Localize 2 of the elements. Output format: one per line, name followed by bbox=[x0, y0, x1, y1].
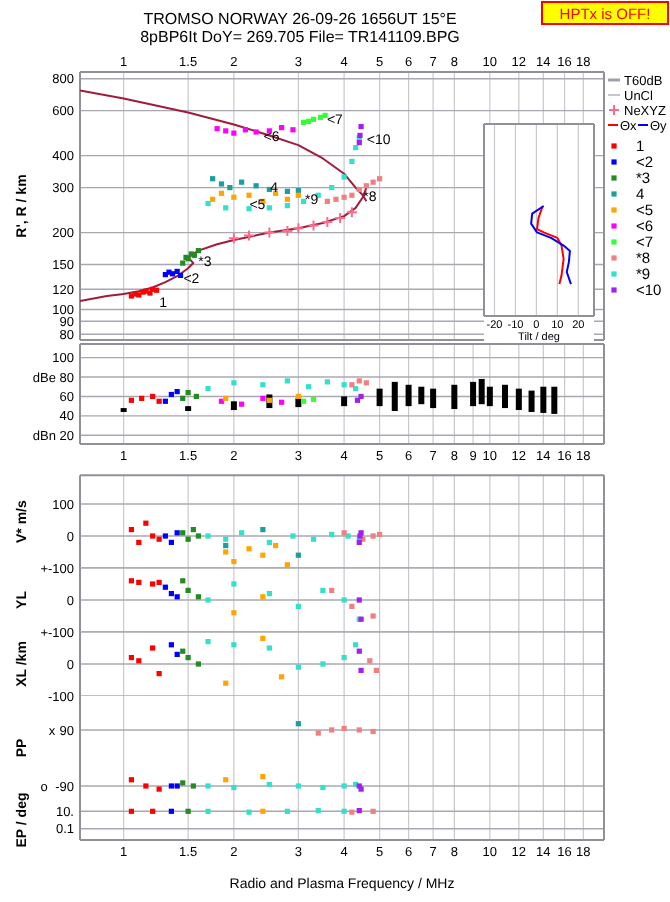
chart-subtitle: 8pBP6It DoY= 269.705 File= TR141109.BPG bbox=[140, 28, 460, 46]
chart-title: TROMSO NORWAY 26-09-26 1656UT 15°E bbox=[143, 10, 457, 28]
